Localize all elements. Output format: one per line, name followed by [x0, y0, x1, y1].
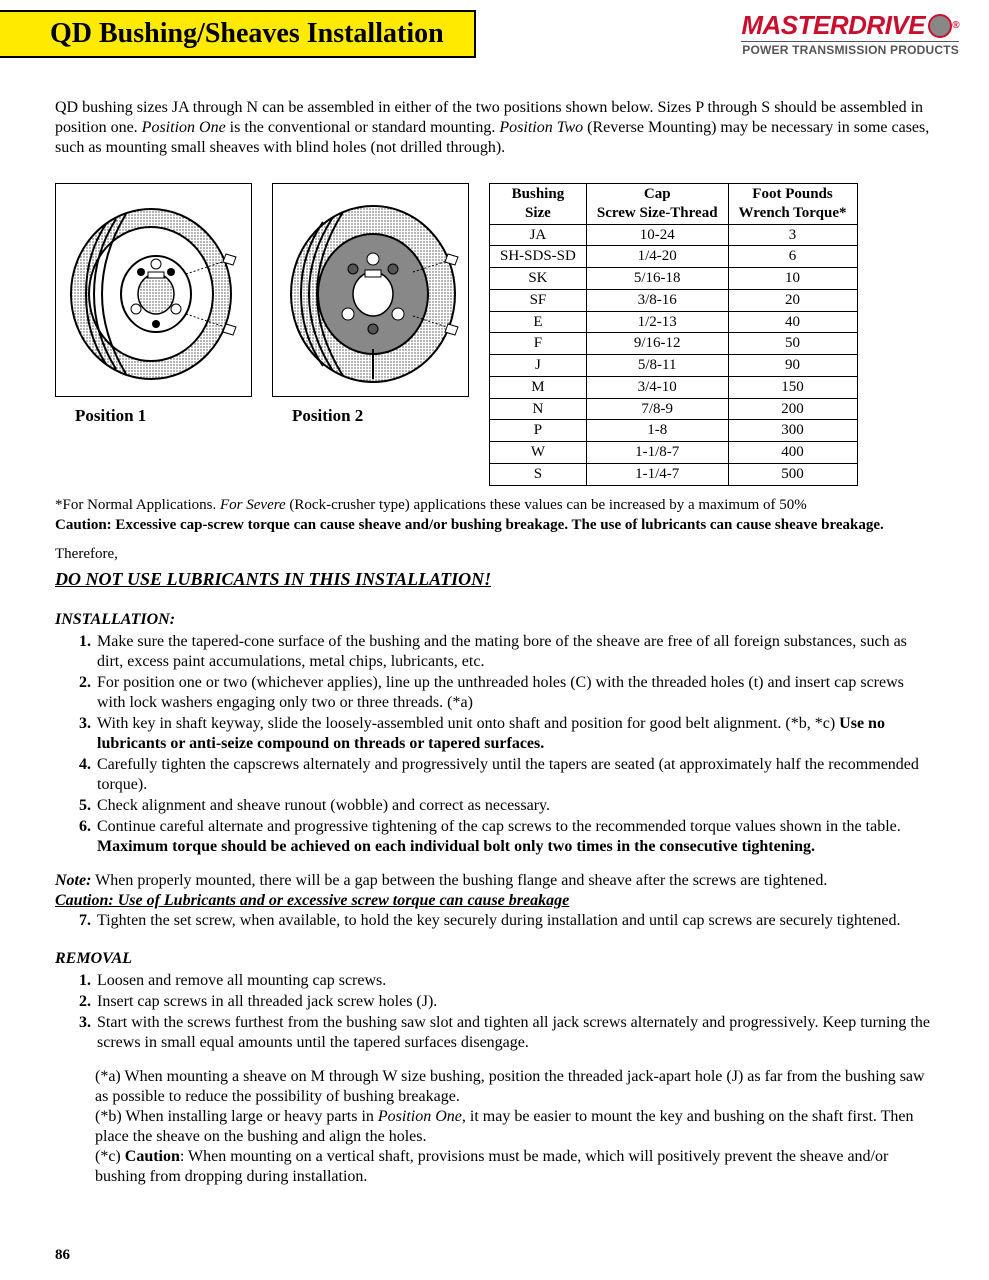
installation-heading: INSTALLATION:	[55, 610, 934, 630]
intro-paragraph: QD bushing sizes JA through N can be ass…	[55, 98, 934, 158]
installation-step: With key in shaft keyway, slide the loos…	[95, 714, 934, 754]
table-row: SK5/16-1810	[490, 268, 858, 290]
table-cell: 150	[728, 376, 857, 398]
installation-step: Check alignment and sheave runout (wobbl…	[95, 796, 934, 816]
table-cell: 90	[728, 355, 857, 377]
table-cell: 5/16-18	[586, 268, 728, 290]
table-cell: 6	[728, 246, 857, 268]
addendum-a: (*a) When mounting a sheave on M through…	[95, 1067, 934, 1107]
table-row: S1-1/4-7500	[490, 463, 858, 485]
table-cell: 3/8-16	[586, 289, 728, 311]
table-cell: 10	[728, 268, 857, 290]
table-cell: 3	[728, 224, 857, 246]
table-cell: 1-1/4-7	[586, 463, 728, 485]
table-cell: 9/16-12	[586, 333, 728, 355]
logo-text: MASTERDRIVE	[741, 10, 925, 41]
table-row: P1-8300	[490, 420, 858, 442]
table-cell: 1/4-20	[586, 246, 728, 268]
brand-logo: MASTERDRIVE ® POWER TRANSMISSION PRODUCTS	[741, 10, 959, 57]
table-row: W1-1/8-7400	[490, 442, 858, 464]
table-cell: 1-8	[586, 420, 728, 442]
table-cell: SH-SDS-SD	[490, 246, 587, 268]
installation-step: Continue careful alternate and progressi…	[95, 817, 934, 857]
footnote-addenda: (*a) When mounting a sheave on M through…	[95, 1067, 934, 1187]
figure-position-2: Position 2	[272, 183, 469, 426]
table-cell: P	[490, 420, 587, 442]
logo-subtitle: POWER TRANSMISSION PRODUCTS	[741, 41, 959, 57]
table-cell: 1/2-13	[586, 311, 728, 333]
do-not-use-lubricants: DO NOT USE LUBRICANTS IN THIS INSTALLATI…	[55, 568, 934, 591]
caution-lubricants: Caution: Use of Lubricants and or excess…	[55, 891, 934, 911]
table-cell: 300	[728, 420, 857, 442]
figure-position-1: Position 1	[55, 183, 252, 426]
removal-heading: REMOVAL	[55, 949, 934, 969]
table-row: SH-SDS-SD1/4-206	[490, 246, 858, 268]
installation-steps: Make sure the tapered-cone surface of th…	[75, 632, 934, 857]
table-cell: 10-24	[586, 224, 728, 246]
table-cell: 50	[728, 333, 857, 355]
table-row: N7/8-9200	[490, 398, 858, 420]
table-cell: E	[490, 311, 587, 333]
caution-excessive-torque: Caution: Excessive cap-screw torque can …	[55, 516, 934, 535]
table-header-cell: Foot PoundsWrench Torque*	[728, 184, 857, 225]
table-cell: 200	[728, 398, 857, 420]
table-cell: F	[490, 333, 587, 355]
table-row: M3/4-10150	[490, 376, 858, 398]
installation-step: Carefully tighten the capscrews alternat…	[95, 755, 934, 795]
addendum-c: (*c) Caution: When mounting on a vertica…	[95, 1147, 934, 1187]
table-cell: 40	[728, 311, 857, 333]
table-header-cell: CapScrew Size-Thread	[586, 184, 728, 225]
removal-step: Insert cap screws in all threaded jack s…	[95, 992, 934, 1012]
table-row: E1/2-1340	[490, 311, 858, 333]
figure-2-label: Position 2	[272, 405, 469, 426]
removal-step: Loosen and remove all mounting cap screw…	[95, 971, 934, 991]
note-gap: Note: When properly mounted, there will …	[55, 871, 934, 891]
figure-1-label: Position 1	[55, 405, 252, 426]
table-row: SF3/8-1620	[490, 289, 858, 311]
page-number: 86	[55, 1247, 989, 1264]
table-cell: JA	[490, 224, 587, 246]
table-cell: 5/8-11	[586, 355, 728, 377]
table-cell: S	[490, 463, 587, 485]
table-cell: W	[490, 442, 587, 464]
table-cell: N	[490, 398, 587, 420]
table-row: F9/16-1250	[490, 333, 858, 355]
installation-step: Make sure the tapered-cone surface of th…	[95, 632, 934, 672]
logo-icon	[928, 14, 952, 38]
table-cell: 1-1/8-7	[586, 442, 728, 464]
removal-steps: Loosen and remove all mounting cap screw…	[75, 971, 934, 1053]
torque-footnote: *For Normal Applications. For Severe (Ro…	[55, 496, 934, 515]
table-row: J5/8-1190	[490, 355, 858, 377]
table-cell: 400	[728, 442, 857, 464]
removal-step: Start with the screws furthest from the …	[95, 1013, 934, 1053]
table-cell: SK	[490, 268, 587, 290]
table-cell: M	[490, 376, 587, 398]
torque-table: BushingSizeCapScrew Size-ThreadFoot Poun…	[489, 183, 858, 486]
table-row: JA10-243	[490, 224, 858, 246]
addendum-b: (*b) When installing large or heavy part…	[95, 1107, 934, 1147]
table-cell: SF	[490, 289, 587, 311]
table-cell: J	[490, 355, 587, 377]
table-header-cell: BushingSize	[490, 184, 587, 225]
table-cell: 7/8-9	[586, 398, 728, 420]
installation-step-7: Tighten the set screw, when available, t…	[75, 911, 934, 931]
therefore-text: Therefore,	[55, 545, 934, 564]
table-cell: 20	[728, 289, 857, 311]
installation-step: For position one or two (whichever appli…	[95, 673, 934, 713]
table-cell: 500	[728, 463, 857, 485]
page-title-banner: QD Bushing/Sheaves Installation	[0, 10, 476, 58]
table-cell: 3/4-10	[586, 376, 728, 398]
registered-mark: ®	[952, 20, 959, 31]
